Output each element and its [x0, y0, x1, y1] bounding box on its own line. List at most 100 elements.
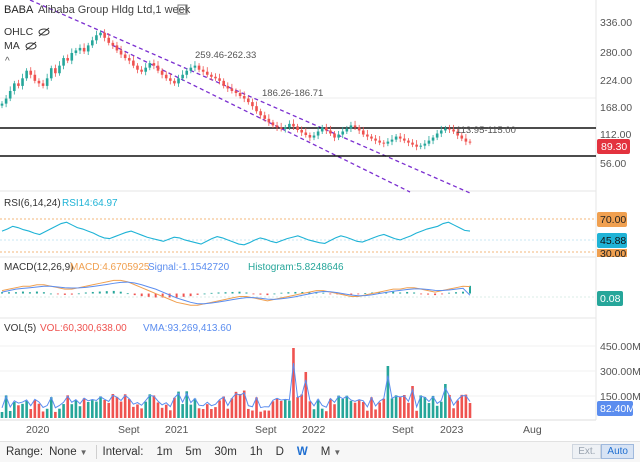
interval-1m-button[interactable]: 1m: [156, 446, 173, 458]
volume-bar: [271, 401, 275, 418]
collapse-caret-icon[interactable]: ^: [5, 56, 10, 67]
volume-bar: [8, 410, 12, 418]
macd-hist-bar: [357, 293, 360, 295]
candle-body: [210, 74, 213, 77]
candle-body: [279, 127, 283, 129]
macd-hist-bar: [42, 292, 45, 294]
volume-bar: [62, 404, 65, 418]
rsi-tick: 70.00: [600, 214, 626, 226]
interval-m-button[interactable]: M ▼: [321, 446, 342, 458]
candle-body: [177, 78, 180, 84]
macd-hist-bar: [441, 293, 444, 295]
volume-bar: [267, 410, 271, 418]
candle-body: [308, 135, 312, 138]
trend-channel-lower[interactable]: [111, 44, 411, 193]
interval-30m-button[interactable]: 30m: [214, 446, 237, 458]
macd-hist-bar: [259, 293, 262, 295]
macd-hist-bar: [203, 293, 206, 295]
macd-hist-bar: [70, 293, 73, 295]
candle-body: [275, 125, 279, 128]
candle-body: [403, 138, 406, 141]
candle-body: [33, 74, 37, 81]
interval-w-button[interactable]: W: [296, 446, 308, 458]
volume-bar: [419, 395, 423, 418]
volume-bar: [247, 408, 250, 418]
macd-hist-bar: [1, 292, 3, 294]
volume-bar: [197, 408, 201, 418]
candle-body: [247, 98, 250, 103]
candle-body: [456, 131, 459, 136]
candle-body: [197, 65, 201, 70]
price-band-label-1: 259.46-262.33: [195, 50, 256, 61]
candle-body: [263, 115, 267, 119]
range-select[interactable]: None ▼: [49, 446, 87, 458]
price-chart[interactable]: BABA Alibaba Group Hldg Ltd,1 week OHLC …: [0, 0, 640, 441]
range-label: Range:: [6, 446, 44, 458]
interval-d-button[interactable]: D: [275, 446, 284, 458]
volume-bar: [444, 384, 447, 418]
vol-tick: 300.00M: [600, 366, 640, 378]
volume-bar: [152, 395, 156, 418]
volume-bar: [341, 398, 345, 418]
volume-bar: [349, 400, 353, 418]
candle-body: [366, 134, 369, 137]
candle-body: [427, 140, 431, 144]
candle-body: [238, 92, 242, 97]
volume-bar: [394, 395, 398, 418]
candle-body: [304, 132, 308, 136]
ext-button[interactable]: Ext.: [572, 444, 602, 459]
candle-body: [357, 127, 361, 131]
auto-button[interactable]: Auto: [601, 444, 634, 459]
volume-bar: [37, 403, 41, 418]
volume-bar: [119, 401, 123, 418]
candle-body: [407, 140, 410, 143]
candle-body: [378, 140, 381, 143]
settings-icon[interactable]: [177, 4, 188, 15]
macd-hist-bar: [175, 293, 178, 298]
candle-body: [394, 136, 398, 140]
price-band-label-2: 186.26-186.71: [262, 88, 323, 99]
candle-body: [127, 58, 131, 61]
candle-body: [259, 111, 262, 116]
eye-hidden-icon[interactable]: [38, 27, 50, 37]
candle-body: [382, 142, 386, 144]
candle-body: [156, 65, 160, 71]
macd-last-value: 0.08: [600, 293, 621, 305]
candle-body: [8, 90, 12, 99]
volume-bar: [308, 401, 312, 418]
macd-hist-bar: [455, 292, 458, 294]
volume-bar: [0, 412, 4, 418]
signal-value-label: Signal:-1.1542720: [148, 262, 230, 273]
vol-last-badge: [597, 401, 633, 416]
candle-body: [230, 88, 234, 91]
macd-hist-bar: [21, 291, 24, 294]
macd-hist-bar: [56, 293, 59, 295]
time-tick: Sept: [392, 424, 414, 436]
eye-hidden-icon[interactable]: [25, 41, 37, 51]
volume-bar: [222, 396, 225, 418]
volume-bar: [320, 408, 324, 418]
volume-bar: [403, 395, 406, 418]
chevron-down-icon: ▼: [333, 448, 342, 457]
ohlc-label[interactable]: OHLC: [4, 26, 34, 38]
candle-body: [448, 128, 451, 130]
volume-bar: [66, 395, 69, 418]
candle-body: [205, 71, 209, 75]
volume-bar: [460, 394, 464, 418]
ma-label[interactable]: MA: [4, 40, 20, 52]
candle-body: [111, 42, 115, 46]
interval-5m-button[interactable]: 5m: [185, 446, 202, 458]
volume-bar: [242, 390, 246, 418]
volume-bar: [407, 402, 410, 418]
candle-body: [29, 70, 33, 75]
volume-bar: [17, 405, 20, 418]
candle-body: [419, 145, 423, 147]
trend-channel-upper[interactable]: [29, 0, 471, 194]
candle-body: [234, 90, 238, 93]
volume-bar: [279, 400, 283, 418]
volume-bar: [54, 411, 57, 418]
time-tick: Sept: [255, 424, 277, 436]
macd-hist-bar: [140, 293, 143, 297]
volume-bar: [431, 395, 435, 418]
interval-1h-button[interactable]: 1h: [249, 446, 263, 458]
